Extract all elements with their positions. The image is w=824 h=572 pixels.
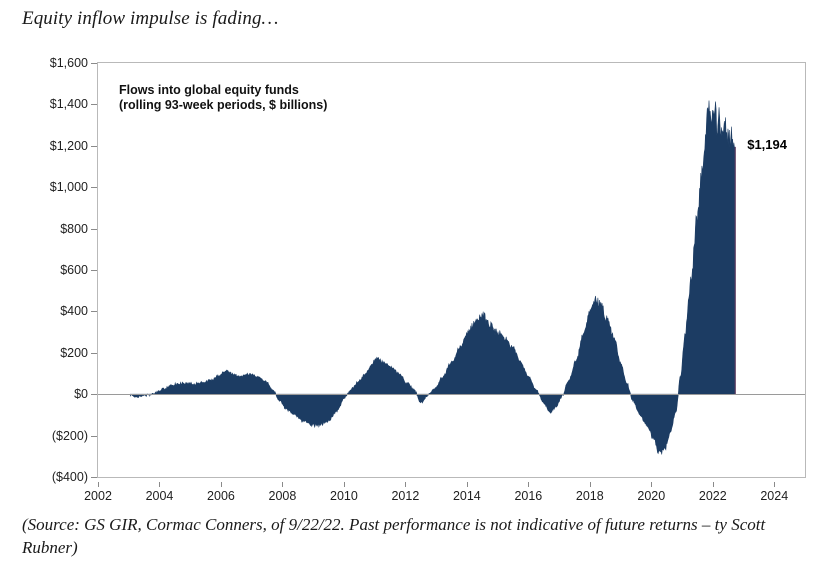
y-tick-mark: [91, 352, 97, 354]
y-tick-label: ($200): [51, 428, 88, 443]
x-tick-label: 2002: [84, 489, 112, 503]
source-note: (Source: GS GIR, Cormac Conners, of 9/22…: [22, 515, 766, 557]
y-tick-mark: [91, 394, 97, 396]
x-tick-mark: [528, 482, 530, 487]
chart-caption-line1: Flows into global equity funds: [119, 83, 299, 97]
x-tick-label: 2010: [330, 489, 358, 503]
y-tick-mark: [91, 228, 97, 230]
x-tick-label: 2022: [698, 489, 727, 503]
y-tick-label: ($400): [51, 470, 88, 484]
x-tick-label: 2008: [268, 489, 297, 503]
plot-inner: [98, 63, 805, 477]
y-tick-label: $400: [60, 304, 88, 319]
chart-caption-line2: (rolling 93-week periods, $ billions): [119, 98, 328, 112]
x-tick-mark: [712, 482, 714, 487]
plot-area: Flows into global equity funds (rolling …: [97, 62, 806, 478]
y-tick-label: $1,400: [49, 97, 88, 112]
x-tick-label: 2006: [207, 489, 235, 503]
x-tick-label: 2004: [145, 489, 174, 503]
y-tick-mark: [91, 104, 97, 106]
page-title: Equity inflow impulse is fading…: [22, 8, 279, 29]
chart-figure: ($400) ($200) $0 $200 $400 $600 $800 $1,000 $1,2…: [0, 56, 806, 504]
x-tick-mark: [589, 482, 591, 487]
last-value-callout: $1,194: [747, 137, 787, 153]
chart-caption: Flows into global equity funds (rolling …: [119, 83, 327, 113]
x-tick-mark: [651, 482, 653, 487]
x-tick-mark: [466, 482, 468, 487]
x-tick-label: 2020: [637, 489, 666, 503]
x-tick-mark: [774, 482, 776, 487]
x-tick-label: 2016: [514, 489, 543, 503]
x-tick-mark: [159, 482, 161, 487]
y-tick-mark: [91, 477, 97, 478]
y-tick-mark: [91, 145, 97, 147]
y-tick-mark: [91, 187, 97, 189]
zero-line: [98, 394, 805, 396]
y-tick-label: $800: [60, 221, 88, 236]
x-tick-mark: [98, 482, 99, 487]
y-tick-label: $0: [74, 387, 88, 402]
x-tick-mark: [282, 482, 284, 487]
y-tick-label: $200: [60, 345, 88, 360]
y-axis: ($400) ($200) $0 $200 $400 $600 $800 $1,000 $1,2…: [0, 56, 97, 484]
x-tick-mark: [220, 482, 222, 487]
x-tick-label: 2012: [391, 489, 420, 503]
x-tick-label: 2024: [760, 489, 789, 503]
y-tick-label: $1,600: [49, 56, 88, 70]
y-tick-mark: [91, 63, 97, 64]
series-path: [129, 100, 736, 455]
x-tick-mark: [405, 482, 407, 487]
y-tick-label: $1,200: [49, 138, 88, 153]
y-tick-label: $600: [60, 263, 88, 277]
x-tick-label: 2014: [452, 489, 481, 503]
x-tick-mark: [343, 482, 345, 487]
x-tick-label: 2018: [575, 489, 604, 503]
y-tick-mark: [91, 270, 97, 271]
y-tick-label: $1,000: [49, 180, 88, 195]
series-area-chart: [129, 100, 736, 455]
y-tick-mark: [91, 435, 97, 437]
y-tick-mark: [91, 311, 97, 313]
x-axis: 2002 2004 2006 2008 2010 2012 2014 2016 2018 2020…: [84, 482, 806, 504]
